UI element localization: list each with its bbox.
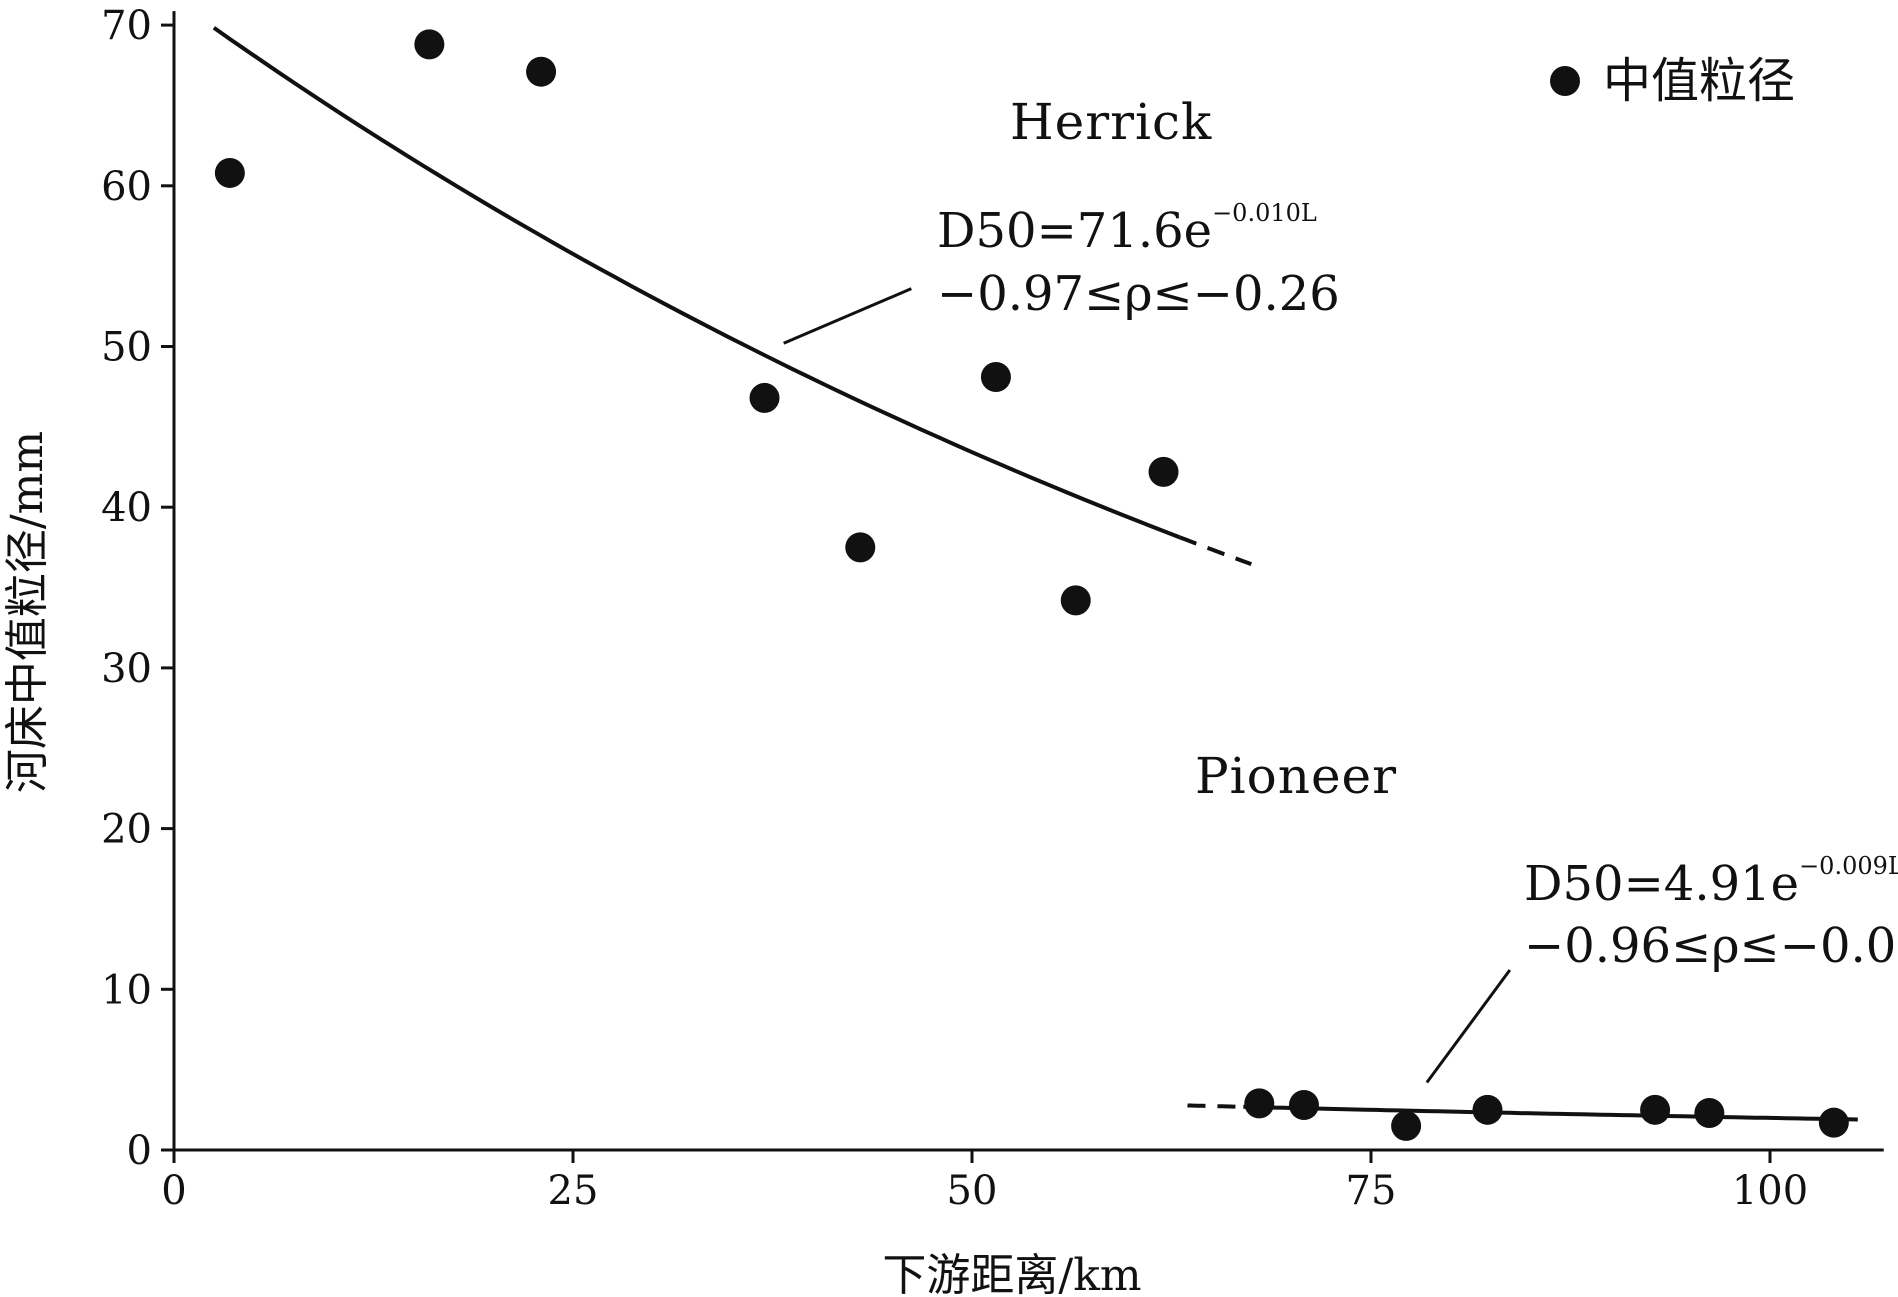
legend-label: 中值粒径 [1603,53,1795,109]
data-point-12 [1472,1094,1503,1125]
x-tick-label-50: 50 [947,1168,998,1214]
data-point-9 [1244,1088,1275,1119]
fit-curve-herrick-solid [212,26,1181,540]
pioneer-equation-main: D50=4.91e [1524,856,1799,912]
x-tick-label-0: 0 [161,1168,186,1214]
y-tick-label-60: 60 [101,164,152,210]
y-tick-label-10: 10 [101,967,152,1013]
x-axis-title: 下游距离/km [882,1250,1141,1297]
legend-marker [1550,66,1580,96]
leader-line-pioneer [1425,969,1512,1084]
data-point-13 [1640,1094,1671,1125]
y-axis-title: 河床中值粒径/mm [2,431,53,793]
axes: 0 25 50 75 100 0 10 20 30 40 50 60 70 [101,3,1884,1214]
data-point-3 [526,56,557,87]
y-tick-label-30: 30 [101,646,152,692]
data-point-5 [845,532,876,563]
fit-curve-herrick-dashed [1178,535,1253,567]
data-point-1 [214,157,245,188]
herrick-rho-range: −0.97≤ρ≤−0.26 [937,266,1340,322]
data-point-7 [1060,585,1091,616]
legend: 中值粒径 [1550,53,1795,109]
data-point-15 [1818,1107,1849,1138]
pioneer-equation: D50=4.91e−0.009L [1524,852,1898,912]
site-label-pioneer: Pioneer [1195,747,1397,805]
herrick-equation: D50=71.6e−0.010L [937,199,1317,259]
x-tick-label-100: 100 [1732,1168,1808,1214]
leader-lines [783,287,1512,1084]
y-tick-label-20: 20 [101,807,152,853]
leader-line-herrick [783,287,912,345]
data-point-8 [1148,456,1179,487]
data-points [214,29,1849,1141]
fit-curve-pioneer-solid [1243,1104,1858,1122]
herrick-equation-main: D50=71.6e [937,203,1212,259]
fit-curve-pioneer-dashed [1187,1103,1244,1109]
data-point-11 [1391,1110,1422,1141]
site-label-herrick: Herrick [1010,93,1212,151]
data-point-6 [980,362,1011,393]
y-tick-label-40: 40 [101,485,152,531]
y-tick-label-50: 50 [101,325,152,371]
data-point-2 [414,29,445,60]
x-tick-label-75: 75 [1346,1168,1397,1214]
data-point-4 [749,382,780,413]
y-tick-label-0: 0 [127,1128,152,1174]
fit-lines [212,26,1858,1122]
pioneer-rho-range: −0.96≤ρ≤−0.09 [1524,918,1898,974]
y-tick-label-70: 70 [101,3,152,49]
data-point-14 [1694,1098,1725,1129]
herrick-equation-exponent: −0.010L [1212,199,1317,227]
pioneer-equation-exponent: −0.009L [1799,852,1898,880]
data-point-10 [1288,1090,1319,1121]
x-tick-label-25: 25 [548,1168,599,1214]
